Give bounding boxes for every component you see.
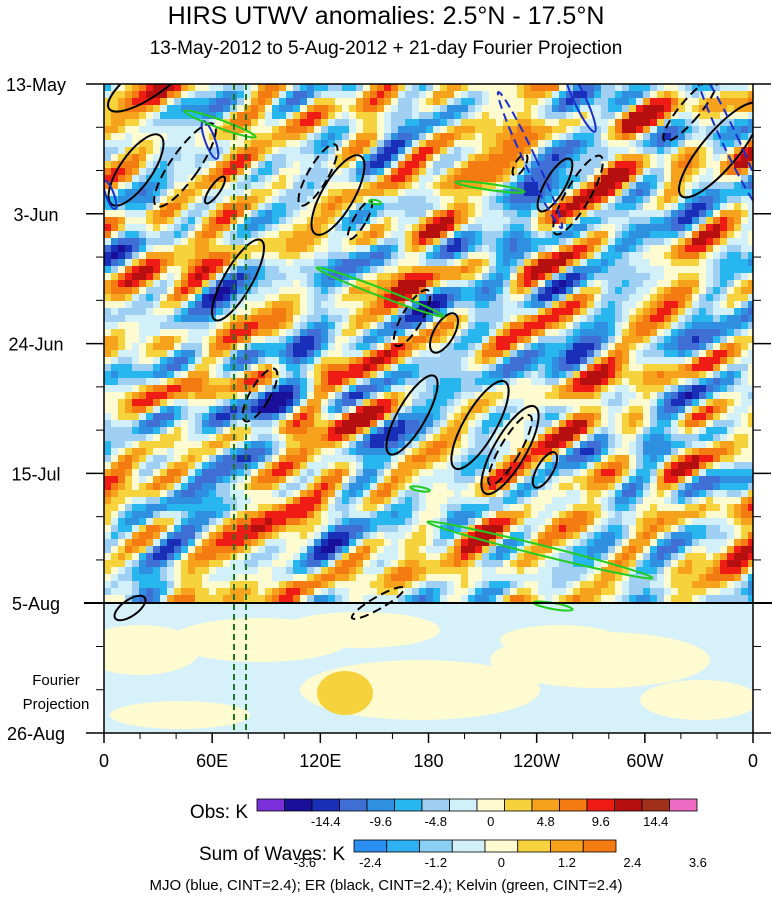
obs-colorbar-swatch [449,798,478,812]
obs-colorbar-tick-label: -4.8 [425,814,447,829]
x-tick-label: 0 [99,751,109,771]
wave-contour [662,84,718,143]
waves-colorbar-tick-label: 1.2 [558,855,576,870]
wave-contour [426,520,654,580]
waves-colorbar-swatch [582,839,617,853]
x-tick-label: 60E [196,751,228,771]
colorbars: -14.4 -9.6 -4.8 0 4.8 9.6 14.4 Obs: K -3.6 -2.4 -1… [190,798,707,870]
obs-colorbar-tick-label: 14.4 [643,814,668,829]
obs-colorbar-tick-label: 4.8 [537,814,555,829]
obs-colorbar-swatch [476,798,505,812]
wave-contour [113,594,147,622]
waves-colorbar-swatch [386,839,420,853]
wave-contour [392,288,432,348]
x-tick-label: 180 [413,751,443,771]
wave-contour [385,374,439,456]
waves-colorbar-swatch [353,839,388,853]
wave-contour [107,133,165,207]
obs-colorbar-swatch [366,798,395,812]
wave-contour [297,143,339,207]
waves-colorbar-tick-label: 0 [498,855,505,870]
wave-contour [310,154,366,236]
obs-colorbar-swatch [641,798,670,812]
wave-contour [454,180,526,194]
waves-colorbar-swatch [550,839,584,853]
wave-contour [429,312,459,354]
waves-colorbar-tick-label: -1.2 [425,855,447,870]
x-tick-label: 120E [299,751,341,771]
obs-colorbar-swatch [504,798,533,812]
wave-contour [487,414,533,486]
wave-contour [346,199,374,241]
obs-colorbar-tick-label: 0 [487,814,494,829]
axes: 0 60E 120E 180 120W 60W 0 13-May 3-Jun 24-Jun 15-J… [6,75,771,771]
obs-colorbar-swatch [256,798,285,812]
chart-title: HIRS UTWV anomalies: 2.5°N - 17.5°N [167,2,605,30]
x-tick-label: 60W [626,751,663,771]
plot-area [104,84,753,733]
waves-colorbar-swatch [517,839,551,853]
waves-colorbar-tick-label: 2.4 [623,855,641,870]
waves-colorbar-swatch [419,839,453,853]
obs-colorbar-swatch [531,798,560,812]
waves-colorbar-swatch [484,839,519,853]
wave-contour [104,179,118,211]
obs-colorbar-title: Obs: K [190,802,248,823]
wave-contour [107,84,193,113]
waves-colorbar-tick-label: -3.6 [294,855,316,870]
wave-contour [450,379,510,471]
chart-footnote: MJO (blue, CINT=2.4); ER (black, CINT=2.… [149,877,623,894]
y-tick-label: 24-Jun [8,335,63,355]
y-tick-label: 13-May [6,75,66,95]
wave-contours [104,84,753,733]
waves-colorbar-title: Sum of Waves: K [199,844,345,865]
wave-contour [153,122,217,208]
obs-colorbar-swatch [284,798,313,812]
obs-colorbar-swatch [394,798,423,812]
obs-colorbar-swatch [559,798,588,812]
fourier-projection-label: Fourier [32,672,80,689]
x-tick-label: 0 [748,751,758,771]
wave-contour [480,404,540,496]
waves-colorbar-swatch [451,839,486,853]
wave-contour [511,153,529,177]
obs-colorbar-swatch [339,798,368,812]
wave-contour [241,367,279,423]
wave-contour [409,485,431,493]
obs-colorbar-swatch [586,798,615,812]
y-tick-label: 15-Jul [11,464,60,484]
obs-colorbar-swatch [614,798,643,812]
obs-colorbar-tick-label: -14.4 [311,814,341,829]
wave-contour [350,586,406,620]
wave-contour [211,238,265,322]
forecast-anomaly-field [104,603,753,733]
wave-contour [183,109,257,139]
x-tick-label: 120W [513,751,560,771]
y-tick-label: 26-Aug [7,724,65,744]
y-tick-label: 5-Aug [12,594,60,614]
obs-colorbar-tick-label: 9.6 [592,814,610,829]
fourier-projection-label: Projection [23,696,90,713]
obs-colorbar-swatch [311,798,340,812]
wave-contour [315,266,445,318]
wave-contour [678,101,753,199]
wave-contour [531,451,559,489]
wave-contour [203,175,227,205]
chart-subtitle: 13-May-2012 to 5-Aug-2012 + 21-day Fouri… [149,38,623,59]
y-tick-label: 3-Jun [13,205,58,225]
wave-contour [694,84,753,214]
waves-colorbar-tick-label: -2.4 [359,855,381,870]
waves-colorbar-tick-label: 3.6 [689,855,707,870]
wave-contour [536,157,574,213]
obs-colorbar-swatch [669,798,698,812]
wave-contour [368,198,382,206]
wave-contour [563,84,597,133]
wave-contour [496,90,564,230]
obs-colorbar-swatch [421,798,450,812]
obs-colorbar-tick-label: -9.6 [370,814,392,829]
